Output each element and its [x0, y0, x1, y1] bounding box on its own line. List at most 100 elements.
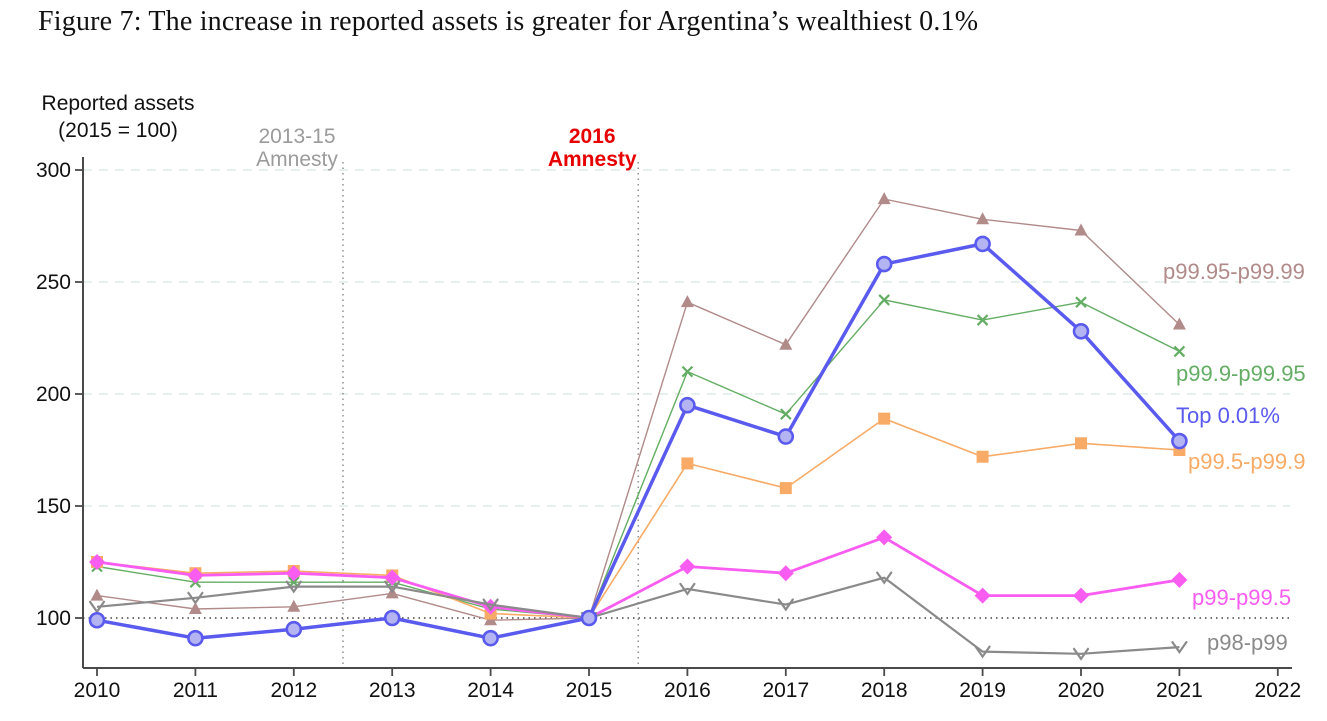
marker-square	[681, 457, 694, 470]
marker-triangle	[779, 337, 793, 350]
marker-diamond	[876, 529, 893, 546]
y-tick-label-100: 100	[36, 607, 71, 630]
series-line-p995-p999	[96, 417, 1180, 619]
x-tick-label-2013: 2013	[369, 679, 416, 702]
marker-x	[1173, 345, 1186, 358]
series-p98-p99: p98-p99	[88, 571, 1288, 661]
marker-x	[1075, 296, 1087, 308]
x-tick-label-2011: 2011	[173, 679, 218, 702]
amnesty-label-line: Amnesty	[548, 148, 637, 171]
marker-triangle	[976, 212, 990, 225]
series-p9995-p9999: p99.95-p99.99	[90, 192, 1305, 626]
y-axis-title-line: (2015 = 100)	[58, 119, 178, 142]
amnesty-label-line: 2013-15	[258, 125, 335, 148]
marker-diamond	[974, 587, 991, 604]
series-label-p9995-p9999: p99.95-p99.99	[1163, 259, 1305, 284]
marker-square	[976, 450, 989, 463]
series-label-p98-p99: p98-p99	[1207, 630, 1288, 655]
marker-circle	[383, 609, 401, 627]
marker-triangle	[188, 602, 202, 615]
marker-circle	[482, 629, 499, 647]
x-tick-label-2015: 2015	[566, 679, 613, 702]
marker-circle	[777, 428, 795, 445]
x-tick-label-2018: 2018	[861, 679, 908, 702]
series-p999-p9995: p99.9-p99.95	[91, 294, 1306, 624]
marker-circle	[88, 611, 106, 629]
marker-diamond	[384, 569, 401, 586]
amnesty-label-line: Amnesty	[256, 148, 338, 171]
y-axis-title: Reported assets (2015 = 100)	[42, 92, 195, 142]
marker-square	[1075, 437, 1087, 450]
marker-triangle	[90, 588, 104, 601]
series-line-p999-p9995	[96, 299, 1180, 619]
x-tick-label-2021: 2021	[1156, 679, 1203, 702]
y-axis-title-line: Reported assets	[42, 92, 195, 115]
y-tick-label-150: 150	[36, 495, 71, 518]
marker-triangle	[1074, 223, 1088, 236]
marker-v	[384, 580, 401, 594]
series-line-p99-p995	[96, 536, 1180, 620]
series-p995-p999: p99.5-p99.9	[91, 412, 1305, 624]
marker-triangle	[680, 295, 694, 308]
marker-circle	[974, 235, 991, 253]
marker-v	[1171, 641, 1188, 655]
marker-circle	[1072, 322, 1090, 340]
series-p99-p995: p99-p99.5	[89, 529, 1291, 626]
series-label-p99-p995: p99-p99.5	[1192, 585, 1291, 610]
marker-v	[876, 571, 893, 585]
marker-triangle	[1172, 317, 1186, 330]
y-tick-label-300: 300	[36, 159, 71, 182]
marker-v	[1072, 647, 1090, 661]
series-label-p995-p999: p99.5-p99.9	[1188, 449, 1305, 474]
x-tick-label-2019: 2019	[959, 679, 1006, 702]
marker-v	[482, 598, 499, 612]
series-line-top001	[96, 242, 1181, 640]
marker-x	[878, 294, 890, 306]
marker-diamond	[1171, 571, 1188, 588]
marker-diamond	[285, 565, 302, 582]
marker-circle	[679, 396, 696, 414]
marker-diamond	[679, 558, 696, 575]
marker-circle	[875, 255, 893, 273]
marker-circle	[580, 609, 598, 627]
marker-diamond	[1073, 587, 1089, 604]
marker-diamond	[89, 554, 105, 570]
marker-diamond	[187, 567, 204, 584]
marker-v	[285, 580, 302, 594]
marker-v	[187, 591, 204, 605]
marker-square	[878, 412, 891, 425]
x-tick-label-2012: 2012	[270, 679, 317, 702]
marker-triangle	[287, 599, 301, 612]
series-label-p999-p9995: p99.9-p99.95	[1176, 361, 1306, 386]
marker-v	[777, 598, 794, 612]
x-tick-label-2010: 2010	[74, 679, 121, 702]
marker-circle	[187, 629, 204, 647]
y-tick-label-200: 200	[36, 383, 71, 406]
marker-x	[976, 314, 989, 326]
amnesty-label-line: 2016	[569, 125, 616, 148]
figure-title: Figure 7: The increase in reported asset…	[38, 6, 979, 37]
x-tick-label-2022: 2022	[1254, 679, 1301, 702]
marker-circle	[285, 620, 303, 638]
series-line-p98-p99	[96, 576, 1180, 655]
marker-v	[974, 645, 991, 659]
x-tick-label-2016: 2016	[664, 679, 711, 702]
x-tick-label-2020: 2020	[1058, 679, 1105, 702]
series-top001: Top 0.01%	[88, 235, 1280, 647]
marker-x	[780, 408, 792, 420]
marker-v	[679, 582, 696, 596]
marker-circle	[1171, 432, 1188, 450]
marker-diamond	[777, 565, 794, 582]
y-tick-label-250: 250	[36, 271, 71, 294]
marker-triangle	[877, 192, 891, 205]
x-tick-label-2014: 2014	[467, 679, 514, 702]
marker-square	[779, 482, 792, 495]
series-line-p9995-p9999	[96, 198, 1180, 621]
series-label-top001: Top 0.01%	[1176, 403, 1280, 428]
marker-x	[681, 365, 694, 378]
marker-v	[88, 600, 106, 614]
